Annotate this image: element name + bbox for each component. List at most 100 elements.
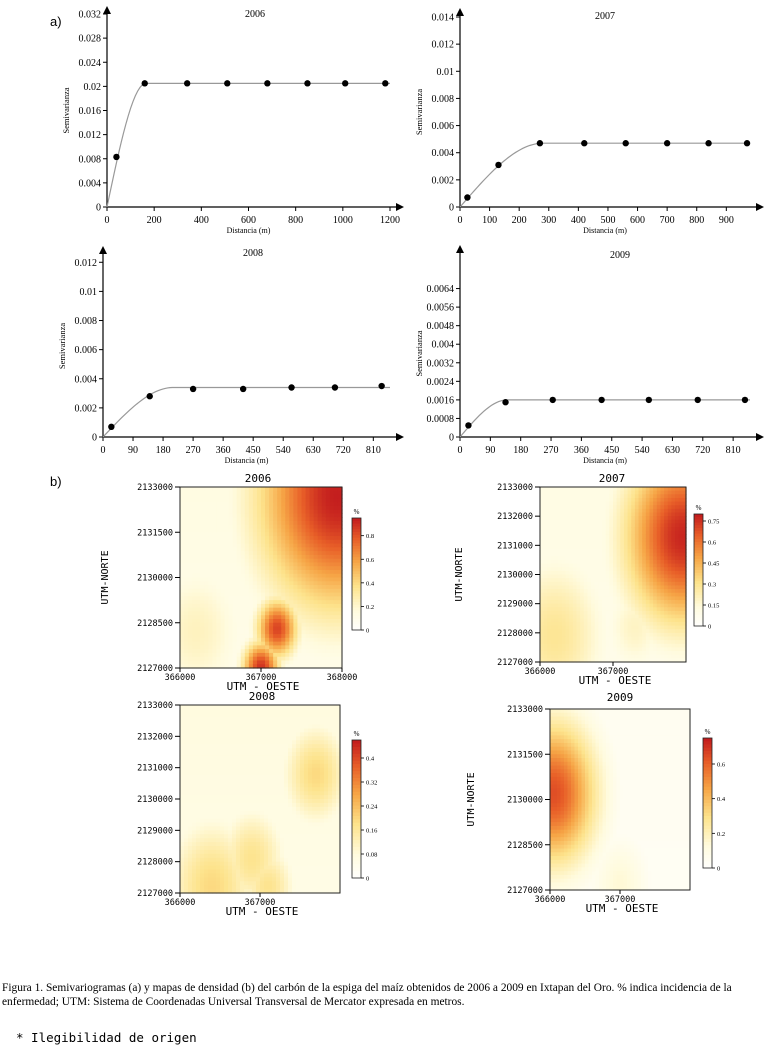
y-tick-label: 0.012 — [432, 40, 455, 51]
data-point — [536, 140, 544, 147]
data-point — [183, 80, 191, 87]
legend-tick-label: 0 — [708, 624, 711, 631]
x-tick-label: 90 — [485, 445, 495, 456]
data-point — [239, 385, 247, 393]
density-surface — [180, 705, 341, 894]
x-tick-label: 600 — [630, 215, 645, 226]
x-tick-label: 366000 — [165, 673, 196, 683]
data-point — [502, 399, 509, 406]
density-surface — [180, 487, 343, 669]
y-tick-label: 2130000 — [497, 571, 533, 581]
y-tick-label: 0.004 — [75, 374, 98, 385]
y-tick-label: 0.0016 — [427, 395, 455, 406]
data-point — [549, 396, 556, 404]
data-point — [382, 80, 389, 87]
y-tick-label: 0 — [92, 433, 97, 444]
x-tick-label: 900 — [719, 215, 734, 226]
data-point — [189, 385, 197, 393]
legend-tick-label: 0.75 — [708, 519, 719, 526]
y-tick-label: 0 — [449, 203, 454, 214]
density-surface — [550, 709, 691, 891]
legend-tick-label: 0.32 — [366, 780, 377, 787]
legend-tick-label: 0.24 — [366, 804, 378, 811]
x-tick-label: 200 — [512, 215, 527, 226]
data-point — [141, 80, 148, 87]
x-tick-label: 450 — [604, 445, 619, 456]
y-tick-label: 0 — [449, 433, 454, 444]
x-axis-label: Distancia (m) — [225, 456, 269, 465]
x-tick-label: 540 — [635, 445, 650, 456]
y-tick-label: 0.0032 — [427, 358, 455, 369]
model-curve — [459, 399, 750, 438]
x-tick-label: 630 — [665, 445, 680, 456]
data-point — [705, 140, 712, 147]
legend-tick-label: 0.4 — [717, 796, 726, 803]
legend-tick-label: 0 — [366, 876, 369, 883]
data-point — [378, 382, 385, 390]
x-tick-label: 630 — [306, 445, 321, 456]
x-tick-label: 720 — [695, 445, 710, 456]
x-tick-label: 367000 — [605, 895, 636, 905]
y-tick-label: 0.0024 — [427, 377, 455, 388]
y-tick-label: 0.006 — [432, 121, 455, 132]
data-point — [622, 140, 629, 147]
x-axis-label: Distancia (m) — [583, 226, 627, 235]
legend-title: % — [705, 728, 711, 736]
y-tick-label: 2127000 — [507, 886, 543, 896]
semivariogram-2008: 0 0.002 0.004 0.006 0.008 0.01 0.012 0 90 180 270 3… — [57, 246, 404, 465]
x-tick-label: 367000 — [245, 898, 276, 908]
legend-tick-label: 0.16 — [366, 828, 378, 835]
legend-tick-label: 0.6 — [708, 540, 717, 547]
x-axis-arrow — [396, 203, 404, 211]
y-tick-label: 2127000 — [497, 658, 533, 668]
legend-tick-label: 0.4 — [366, 580, 375, 587]
legend-tick-label: 0.8 — [366, 533, 374, 540]
y-axis-label: Semivarianza — [61, 87, 71, 133]
legend-tick-label: 0.45 — [708, 561, 719, 568]
chart-title: 2008 — [243, 248, 263, 259]
x-tick-label: 810 — [366, 445, 381, 456]
x-tick-label: 600 — [241, 215, 256, 226]
y-tick-label: 2128500 — [507, 841, 543, 851]
y-axis-label: UTM-NORTE — [466, 772, 477, 826]
data-point — [341, 80, 349, 87]
x-tick-label: 180 — [513, 445, 528, 456]
x-axis-label: Distancia (m) — [227, 226, 271, 235]
y-tick-label: 2130000 — [137, 574, 173, 584]
x-tick-label: 368000 — [327, 673, 358, 683]
chart-title: 2009 — [610, 250, 630, 261]
x-tick-label: 0 — [458, 445, 463, 456]
legend-tick-label: 0.2 — [366, 604, 374, 611]
y-tick-label: 0.01 — [80, 287, 98, 298]
y-tick-label: 0.014 — [432, 13, 455, 24]
y-axis-label: Semivarianza — [414, 330, 424, 376]
data-point — [108, 423, 115, 431]
y-tick-label: 0.0056 — [427, 303, 455, 314]
data-point — [146, 393, 153, 400]
x-tick-label: 200 — [147, 215, 162, 226]
color-legend: % 0 0.08 0.16 0.24 0.32 0.4 — [351, 730, 378, 883]
y-axis-arrow — [99, 246, 107, 254]
x-axis-label: UTM - OESTE — [579, 674, 652, 687]
x-tick-label: 367000 — [598, 667, 629, 677]
y-tick-label: 2133000 — [497, 483, 533, 493]
panel-b-label: b) — [50, 474, 62, 489]
legend-title: % — [354, 508, 360, 516]
map-title: 2007 — [599, 472, 626, 485]
map-title: 2006 — [245, 472, 272, 485]
x-tick-label: 0 — [105, 215, 110, 226]
legend-frame — [351, 517, 362, 631]
x-tick-label: 300 — [541, 215, 556, 226]
chart-title: 2007 — [595, 11, 615, 22]
legend-tick-label: 0.6 — [366, 557, 375, 564]
y-tick-label: 0.024 — [79, 58, 102, 69]
x-tick-label: 700 — [660, 215, 675, 226]
y-tick-label: 2131000 — [497, 541, 533, 551]
density-map-2006: 2127000 2128500 2130000 2131500 2133000 36600… — [100, 472, 375, 693]
y-tick-label: 0.004 — [79, 178, 102, 189]
data-point — [465, 422, 472, 429]
y-tick-label: 0.032 — [79, 10, 102, 21]
x-tick-label: 180 — [156, 445, 171, 456]
x-tick-label: 0 — [458, 215, 463, 226]
x-tick-label: 270 — [544, 445, 559, 456]
